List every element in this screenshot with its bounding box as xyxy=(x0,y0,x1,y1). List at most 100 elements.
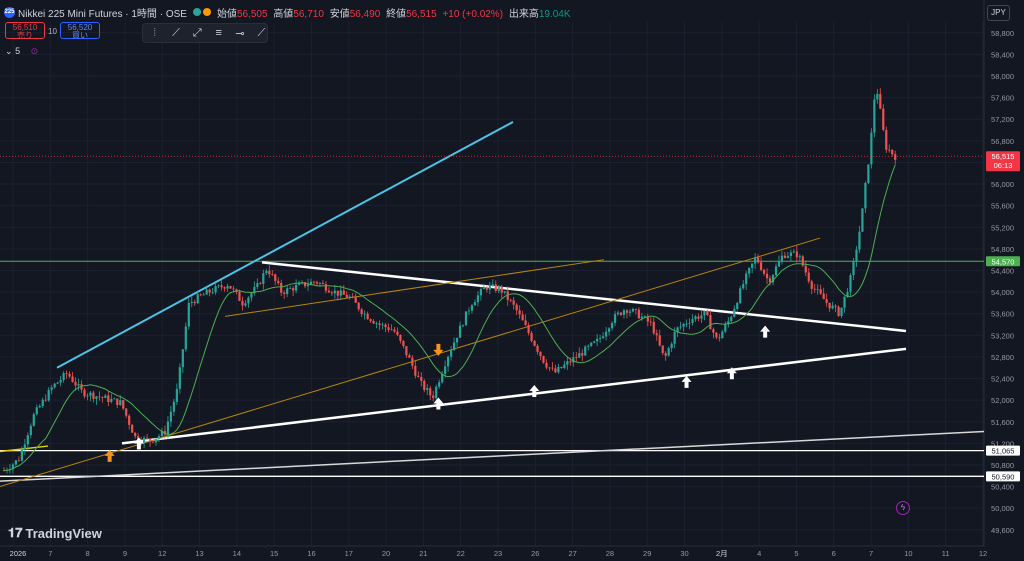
candle-body xyxy=(858,231,861,250)
x-tick-label: 2026 xyxy=(10,549,27,558)
candle-body xyxy=(479,289,483,296)
extended-line-icon[interactable]: ⟋ xyxy=(257,26,266,39)
indicator-toggle[interactable]: ⌄ 5 ⊙ xyxy=(5,46,38,57)
candle-body xyxy=(604,331,608,337)
spread-value: 10 xyxy=(48,27,57,36)
trend-line-wedge-lower xyxy=(121,347,907,445)
candle-body xyxy=(53,383,56,388)
candle-body xyxy=(324,284,328,291)
candle-body xyxy=(572,357,575,363)
candle-body xyxy=(774,266,778,276)
x-tick-label: 15 xyxy=(270,549,278,558)
candle-body xyxy=(175,388,178,402)
candle-body xyxy=(652,321,655,334)
candle-body xyxy=(759,262,763,270)
low-label: 安値 xyxy=(329,8,350,20)
candle-body xyxy=(721,331,724,339)
candle-body xyxy=(613,314,617,324)
candle-body xyxy=(703,310,706,316)
candle-body xyxy=(584,346,587,356)
candle-body xyxy=(879,93,882,109)
candle-body xyxy=(366,313,369,320)
candle-body xyxy=(280,283,283,293)
candle-body xyxy=(509,299,512,301)
candle-body xyxy=(274,274,277,281)
high-label: 高値 xyxy=(273,8,294,20)
indicator-settings-icon[interactable]: ⊙ xyxy=(30,46,39,56)
y-tick-label: 49,600 xyxy=(991,526,1014,535)
candle-body xyxy=(587,345,590,347)
candle-body xyxy=(214,286,217,293)
candle-body xyxy=(876,93,879,100)
arrow-up-icon xyxy=(681,375,692,388)
candle-body xyxy=(634,308,637,310)
candle-body xyxy=(607,328,611,332)
candle-body xyxy=(640,316,643,319)
candle-body xyxy=(661,345,664,354)
drag-handle-icon[interactable]: ⁞ xyxy=(153,27,157,39)
candle-body xyxy=(166,421,170,435)
candle-body xyxy=(593,341,596,343)
candle-body xyxy=(113,398,116,400)
candle-body xyxy=(786,256,790,258)
candle-body xyxy=(265,270,268,274)
candle-body xyxy=(789,252,792,257)
candle-body xyxy=(309,281,313,285)
y-tick-label: 52,400 xyxy=(991,375,1014,384)
candle-body xyxy=(295,284,298,291)
x-tick-label: 2月 xyxy=(716,549,728,558)
candle-body xyxy=(339,290,342,296)
candle-body xyxy=(145,437,149,439)
parallel-channel-icon[interactable]: ≡ xyxy=(215,27,222,39)
arrow-up-icon xyxy=(133,437,144,450)
x-tick-label: 30 xyxy=(680,549,688,558)
candle-body xyxy=(306,284,310,287)
candle-body xyxy=(476,295,480,303)
candle-body xyxy=(438,382,441,387)
candle-body xyxy=(709,315,712,330)
candle-body xyxy=(408,355,411,358)
x-tick-label: 10 xyxy=(904,549,912,558)
candle-body xyxy=(578,353,581,358)
x-tick-label: 13 xyxy=(195,549,203,558)
candle-body xyxy=(867,164,870,183)
candle-body xyxy=(870,132,873,165)
price-label-box xyxy=(986,445,1020,456)
candle-body xyxy=(375,323,378,325)
candle-body xyxy=(894,154,897,160)
candle-body xyxy=(685,323,688,325)
candle-body xyxy=(813,288,816,290)
candle-body xyxy=(569,361,572,363)
symbol-title[interactable]: Nikkei 225 Mini Futures · 1時間 · OSE xyxy=(18,8,187,20)
candle-body xyxy=(733,308,736,317)
candle-body xyxy=(706,310,709,316)
candle-body xyxy=(619,312,623,315)
candle-body xyxy=(825,299,828,303)
candle-body xyxy=(688,322,691,324)
sell-button[interactable]: 56,510 売り xyxy=(5,22,45,40)
trend-line-icon[interactable]: ⟋ xyxy=(172,26,180,39)
chevron-down-icon: ⌄ xyxy=(5,46,13,56)
candle-body xyxy=(816,289,819,291)
buy-button[interactable]: 56,520 買い xyxy=(60,22,100,40)
candle-body xyxy=(26,435,29,445)
candle-body xyxy=(211,292,214,294)
candle-body xyxy=(491,284,494,286)
candle-body xyxy=(134,432,137,437)
y-tick-label: 53,200 xyxy=(991,331,1014,340)
candle-body xyxy=(792,251,795,253)
candle-body xyxy=(855,249,858,262)
ray-icon[interactable]: ⤢ xyxy=(192,26,202,39)
price-label-text: 50,590 xyxy=(992,472,1015,481)
candle-body xyxy=(387,327,390,330)
price-label-text: 51,065 xyxy=(992,447,1015,456)
candle-body xyxy=(178,367,181,389)
flash-icon[interactable]: ϟ xyxy=(896,501,910,515)
currency-selector[interactable]: JPY xyxy=(987,5,1010,21)
candle-body xyxy=(840,307,843,317)
candle-body xyxy=(730,316,733,322)
candle-body xyxy=(148,438,152,442)
horizontal-line-icon[interactable]: ⊸ xyxy=(235,27,245,40)
candle-body xyxy=(62,373,65,380)
